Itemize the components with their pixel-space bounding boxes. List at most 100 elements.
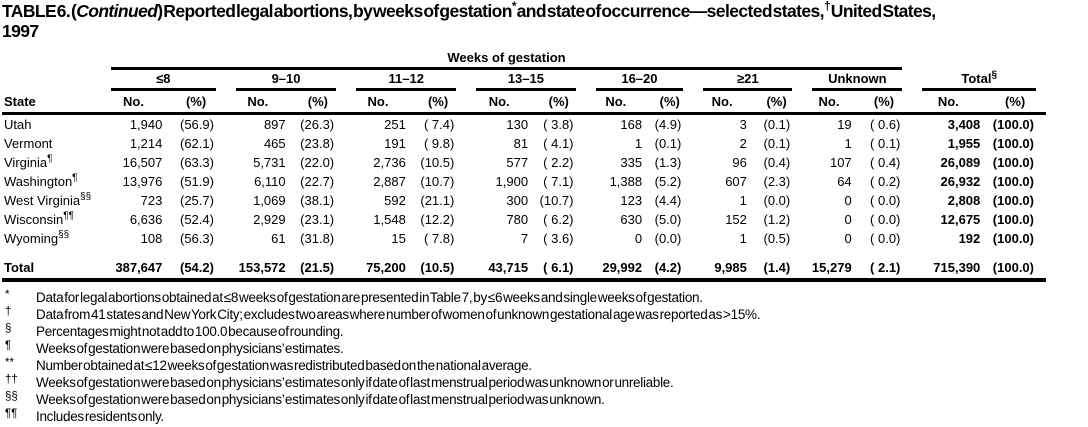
- value-cell: ( 3.8): [543, 116, 574, 132]
- value-cell: ( 7.1): [543, 173, 574, 189]
- table-row: Washington¶ 13,976 (51.9) 6,110 (22.7) 2,887 (…: [2, 172, 1046, 191]
- col-group-9-10: 9–10: [226, 70, 346, 91]
- value-cell: 108: [140, 230, 163, 246]
- state-footnote-marker: ¶¶: [63, 210, 74, 222]
- value-cell: (26.3): [300, 116, 335, 132]
- footnote: §§ Weeks of gestation were based on physi…: [2, 391, 1088, 408]
- pct-header: (%): [289, 91, 347, 115]
- value-cell: (100.0): [992, 192, 1034, 208]
- value-cell: ( 0.0): [870, 230, 901, 246]
- value-cell: (0.5): [763, 230, 791, 246]
- value-cell: 1,388: [609, 173, 643, 189]
- value-cell: 251: [384, 116, 406, 132]
- footnote-text: Weeks of gestation were based on physici…: [36, 391, 605, 407]
- value-cell: 81: [513, 135, 529, 151]
- value-cell: (23.1): [300, 211, 335, 227]
- no-header: No.: [693, 91, 751, 115]
- value-cell: (100.0): [992, 116, 1034, 132]
- value-cell: (22.7): [300, 173, 335, 189]
- footnotes: * Data for legal abortions obtained at ≤8…: [2, 289, 1088, 425]
- value-cell: ( 2.1): [855, 257, 913, 282]
- pct-header: (%): [646, 91, 694, 115]
- group-header-row: ≤8 9–10 11–12 13–15 16–20 ≥21 Unknown To…: [2, 70, 1046, 91]
- value-cell: (1.4): [750, 257, 803, 282]
- value-cell: 152: [725, 211, 747, 227]
- value-cell: (4.9): [654, 116, 682, 132]
- col-group-unknown: Unknown: [802, 70, 912, 91]
- value-cell: (0.1): [763, 116, 791, 132]
- value-cell: (63.3): [179, 154, 214, 170]
- title-text: TABLE 6. (: [2, 1, 77, 21]
- value-cell: 168: [620, 116, 643, 132]
- spacer-row: [2, 248, 1046, 258]
- value-cell: (100.0): [984, 257, 1046, 282]
- value-cell: ( 9.8): [423, 135, 455, 151]
- value-cell: ( 7.4): [423, 116, 455, 132]
- value-cell: 1,955: [947, 135, 981, 151]
- no-header: No.: [100, 91, 167, 115]
- value-cell: 630: [620, 211, 643, 227]
- value-cell: (25.7): [179, 192, 214, 208]
- value-cell: 13,976: [122, 173, 163, 189]
- value-cell: 1: [739, 192, 747, 208]
- col-group-16-20: 16–20: [586, 70, 694, 91]
- value-cell: ( 0.1): [870, 135, 901, 151]
- table-row: Wisconsin¶¶ 6,636 (52.4) 2,929 (23.1) 1,548 (1…: [2, 210, 1046, 229]
- col-group-total-label: Total§: [922, 70, 1036, 91]
- no-header: No.: [585, 91, 647, 115]
- state-cell: Virginia¶: [4, 153, 53, 170]
- footnote-marker: *: [5, 288, 10, 301]
- value-cell: 7: [520, 230, 529, 246]
- table-row: Utah 1,940 (56.9) 897 (26.3) 251 ( 7.4) 130 ( 3.…: [2, 113, 1046, 134]
- spanner-row: Weeks of gestation: [2, 50, 1046, 70]
- value-cell: 61: [271, 230, 286, 246]
- value-cell: (54.2): [166, 257, 226, 282]
- value-cell: (100.0): [992, 230, 1034, 246]
- value-cell: 6,636: [129, 211, 163, 227]
- footnote: †† Weeks of gestation were based on physi…: [2, 374, 1088, 391]
- title-continued: Continued: [76, 1, 158, 21]
- table-row: Wyoming§§ 108 (56.3) 61 (31.8) 15 ( 7.8) 7 ( 3.6…: [2, 229, 1046, 248]
- title-footnote-marker-asterisk: *: [511, 0, 517, 14]
- footnote-text: Weeks of gestation were based on physici…: [36, 340, 344, 356]
- pct-header: (%): [409, 91, 467, 115]
- table-title: TABLE 6. (Continued) Reported legal abor…: [2, 0, 1086, 41]
- value-cell: (12.2): [420, 211, 455, 227]
- value-cell: 897: [263, 116, 286, 132]
- state-cell: Wyoming§§: [4, 229, 70, 246]
- value-cell: 2,887: [373, 173, 406, 189]
- footnote-marker: §§: [5, 390, 18, 403]
- no-header: No.: [912, 91, 985, 115]
- col-group-13-15: 13–15: [466, 70, 585, 91]
- state-footnote-marker: §§: [80, 191, 92, 203]
- value-cell: 335: [620, 154, 643, 170]
- value-cell: 0: [844, 211, 852, 227]
- value-cell: (4.4): [654, 192, 682, 208]
- footnote-text: Data from 41 states and New York City; e…: [36, 306, 761, 322]
- footnote: * Data for legal abortions obtained at ≤8…: [2, 289, 1088, 306]
- spacer-cell: [2, 248, 1046, 258]
- no-header: No.: [802, 91, 856, 115]
- footnote-text: Includes residents only.: [36, 408, 164, 424]
- value-cell: 1: [844, 135, 852, 151]
- state-footnote-marker: ¶: [72, 172, 78, 184]
- value-cell: (10.5): [409, 257, 467, 282]
- value-cell: (31.8): [300, 230, 335, 246]
- value-cell: 15: [391, 230, 406, 246]
- value-cell: 1,214: [129, 135, 163, 151]
- no-header: No.: [346, 91, 410, 115]
- value-cell: ( 0.0): [870, 192, 901, 208]
- value-cell: 723: [140, 192, 163, 208]
- pct-header: (%): [532, 91, 586, 115]
- value-cell: (10.5): [420, 154, 455, 170]
- col-group-11-12: 11–12: [346, 70, 466, 91]
- value-cell: 1,900: [495, 173, 529, 189]
- title-footnote-marker-dagger: †: [823, 0, 831, 14]
- value-cell: 26,932: [940, 173, 981, 189]
- title-text: United States,: [830, 1, 936, 21]
- value-cell: ( 0.2): [870, 173, 901, 189]
- value-cell: 1: [739, 230, 747, 246]
- value-cell: 96: [732, 154, 747, 170]
- table-row: Vermont 1,214 (62.1) 465 (23.8) 191 ( 9.8) 81 ( …: [2, 134, 1046, 153]
